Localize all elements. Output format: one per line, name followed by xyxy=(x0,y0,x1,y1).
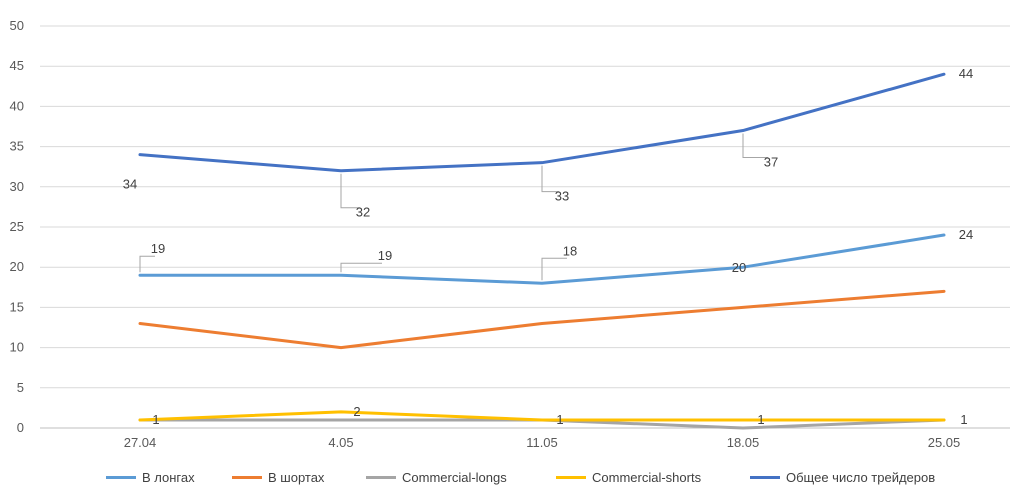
data-label: 44 xyxy=(959,66,973,81)
data-label: 2 xyxy=(353,404,360,419)
label-leader-line xyxy=(742,133,768,159)
legend-label: Commercial-shorts xyxy=(592,469,702,485)
y-axis: 0 5 10 15 20 25 30 35 40 45 50 xyxy=(10,18,24,435)
y-tick-label: 45 xyxy=(10,58,24,73)
series-line-4 xyxy=(138,410,946,422)
label-leader-line xyxy=(340,173,360,209)
data-label: 1 xyxy=(960,412,967,427)
legend-swatch xyxy=(556,475,586,479)
legend-item: Commercial-longs xyxy=(366,462,507,492)
data-label: 33 xyxy=(555,189,569,204)
legend-swatch xyxy=(232,475,262,479)
series-line-5 xyxy=(138,72,946,173)
legend-label: Общее число трейдеров xyxy=(786,469,936,485)
legend-item: Commercial-shorts xyxy=(556,462,701,492)
legend-swatch xyxy=(366,475,396,479)
legend-label: В шортах xyxy=(268,469,325,485)
data-labels: 34 32 33 37 44 19 19 18 20 24 1 2 1 1 1 xyxy=(123,66,973,427)
x-axis: 27.04 4.05 11.05 18.05 25.05 xyxy=(124,435,961,450)
gridlines xyxy=(40,25,1010,429)
y-tick-label: 5 xyxy=(17,380,24,395)
series-line-2 xyxy=(138,289,946,350)
legend-item: Общее число трейдеров xyxy=(750,462,935,492)
x-tick-label: 11.05 xyxy=(526,435,558,450)
legend: В лонгах В шортах Commercial-longs Commerci… xyxy=(0,462,1024,492)
data-label: 24 xyxy=(959,227,973,242)
data-label: 1 xyxy=(757,412,764,427)
x-tick-label: 27.04 xyxy=(124,435,157,450)
legend-label: Commercial-longs xyxy=(402,469,507,485)
y-tick-label: 10 xyxy=(10,340,24,355)
data-label: 32 xyxy=(356,205,370,220)
y-tick-label: 20 xyxy=(10,259,24,274)
x-tick-label: 4.05 xyxy=(328,435,353,450)
y-tick-label: 30 xyxy=(10,179,24,194)
series-lines xyxy=(138,72,946,430)
y-tick-label: 15 xyxy=(10,299,24,314)
label-leader-line xyxy=(340,262,382,273)
legend-swatch xyxy=(750,475,780,479)
line-chart: 0 5 10 15 20 25 30 35 40 45 50 27.04 4.05 11.05 18.05… xyxy=(10,18,1010,450)
x-tick-label: 25.05 xyxy=(928,435,961,450)
x-tick-label: 18.05 xyxy=(727,435,760,450)
series-line-1 xyxy=(138,233,946,285)
data-label: 37 xyxy=(764,155,778,170)
data-label: 19 xyxy=(151,241,165,256)
y-tick-label: 40 xyxy=(10,98,24,113)
legend-label: В лонгах xyxy=(142,469,195,485)
data-label: 1 xyxy=(556,412,563,427)
y-tick-label: 25 xyxy=(10,219,24,234)
label-leader-line xyxy=(139,255,155,273)
label-leader-line xyxy=(541,165,559,193)
data-label: 18 xyxy=(563,243,577,258)
data-label: 1 xyxy=(152,412,159,427)
data-label: 34 xyxy=(123,177,137,192)
data-label: 19 xyxy=(378,248,392,263)
legend-item: В лонгах xyxy=(106,462,195,492)
legend-swatch xyxy=(106,475,136,479)
y-tick-label: 50 xyxy=(10,18,24,33)
data-label: 20 xyxy=(732,260,746,275)
legend-item: В шортах xyxy=(232,462,324,492)
label-leader-line xyxy=(541,257,567,281)
y-tick-label: 35 xyxy=(10,139,24,154)
y-tick-label: 0 xyxy=(17,420,24,435)
